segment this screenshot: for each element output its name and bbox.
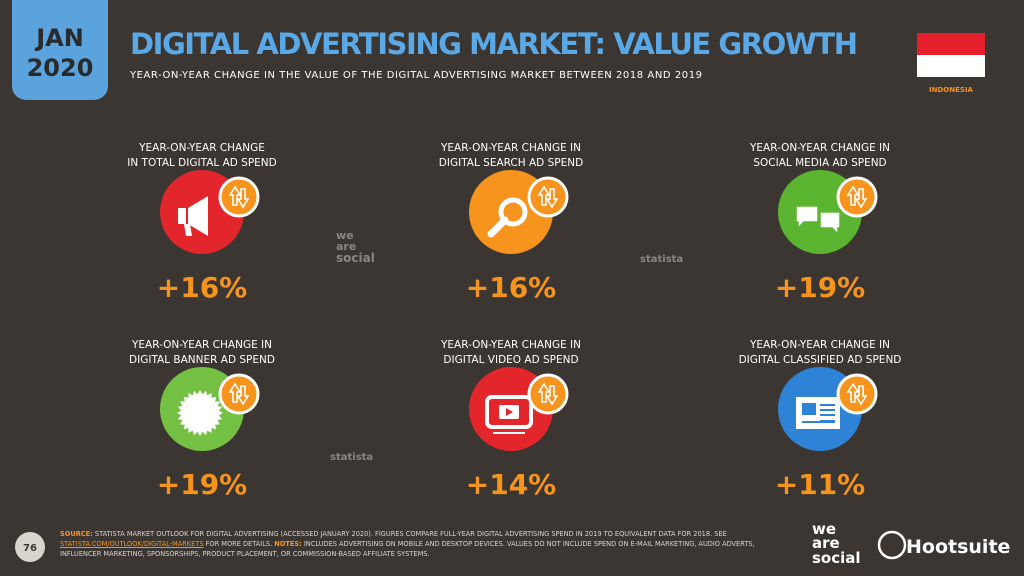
metric-label: YEAR-ON-YEAR CHANGE IN [131, 339, 272, 351]
change-arrows [537, 185, 559, 209]
page-number: 76 [23, 543, 37, 554]
change-arrows [228, 185, 250, 209]
source-label: SOURCE: [60, 530, 93, 538]
notes-text: INCLUDES ADVERTISING ON MOBILE AND DESKT… [60, 540, 755, 558]
metric-value: +11% [775, 468, 865, 501]
source-link[interactable]: STATISTA.COM/OUTLOOK/DIGITAL-MARKETS [60, 540, 204, 548]
metric-card: YEAR-ON-YEAR CHANGE IN TOTAL DIGITAL AD S… [127, 142, 277, 304]
metric-card: YEAR-ON-YEAR CHANGE IN DIGITAL VIDEO AD S… [440, 339, 581, 501]
metric-label: DIGITAL BANNER AD SPEND [129, 354, 275, 366]
change-badge [836, 176, 878, 218]
icon [487, 216, 509, 238]
icon [802, 403, 816, 415]
hootsuite-logo [877, 530, 907, 560]
brand-text: are [812, 534, 840, 552]
date-badge [12, 0, 108, 100]
metric-value: +14% [466, 468, 556, 501]
change-arrows [846, 382, 868, 406]
flag-white [917, 55, 985, 77]
metric-label: YEAR-ON-YEAR CHANGE IN [749, 339, 890, 351]
change-badge [836, 373, 878, 415]
metric-label: DIGITAL SEARCH AD SPEND [439, 157, 583, 169]
watermark-text: social [336, 251, 375, 265]
flag-red [917, 33, 985, 55]
metric-value: +19% [775, 271, 865, 304]
badge-month: JAN [34, 24, 84, 52]
icon [177, 390, 223, 436]
country: INDONESIA [929, 86, 974, 94]
metric-card: YEAR-ON-YEAR CHANGE IN DIGITAL CLASSIFIED… [739, 339, 902, 501]
metric-label: YEAR-ON-YEAR CHANGE IN [749, 142, 890, 154]
change-badge [527, 373, 569, 415]
metric-label: YEAR-ON-YEAR CHANGE IN [440, 142, 581, 154]
metric-label: YEAR-ON-YEAR CHANGE IN [440, 339, 581, 351]
metric-card: YEAR-ON-YEAR CHANGE IN SOCIAL MEDIA AD SP… [749, 142, 890, 304]
metric-value: +19% [157, 468, 247, 501]
change-badge [527, 176, 569, 218]
watermark-text: we [336, 229, 354, 242]
title: DIGITAL ADVERTISING MARKET: VALUE GROWTH [130, 27, 858, 61]
source-tail: FOR MORE DETAILS. [203, 540, 275, 548]
metric-value: +16% [157, 271, 247, 304]
metric-label: DIGITAL VIDEO AD SPEND [443, 354, 578, 366]
change-badge [218, 373, 260, 415]
icon [178, 196, 208, 236]
icon [498, 197, 528, 227]
source-text: STATISTA MARKET OUTLOOK FOR DIGITAL ADVE… [92, 530, 727, 538]
change-arrows [846, 185, 868, 209]
watermark-text: statista [640, 254, 683, 265]
metric-value: +16% [466, 271, 556, 304]
change-badge [218, 176, 260, 218]
change-arrows [537, 382, 559, 406]
watermark-text: are [336, 240, 356, 253]
metric-label: IN TOTAL DIGITAL AD SPEND [127, 157, 277, 169]
brand-text: social [812, 549, 861, 567]
metric-label: DIGITAL CLASSIFIED AD SPEND [739, 354, 902, 366]
brand-was: we are social [812, 520, 861, 567]
metric-card: YEAR-ON-YEAR CHANGE IN DIGITAL BANNER AD … [129, 339, 275, 501]
metric-label: SOCIAL MEDIA AD SPEND [753, 157, 886, 169]
brand-text: we [812, 520, 836, 538]
icon [485, 395, 533, 429]
icon [506, 408, 513, 416]
badge-year: 2020 [27, 54, 94, 82]
metric-label: YEAR-ON-YEAR CHANGE [138, 142, 265, 154]
change-arrows [228, 382, 250, 406]
footnote: SOURCE: STATISTA MARKET OUTLOOK FOR DIGI… [60, 529, 790, 559]
notes-label: NOTES: [274, 540, 302, 548]
page-circle [15, 532, 45, 562]
watermark: we are social statista statista [330, 229, 683, 463]
brand-hootsuite: Hootsuite [906, 536, 1010, 558]
metric-card: YEAR-ON-YEAR CHANGE IN DIGITAL SEARCH AD … [439, 142, 583, 304]
icon [795, 205, 841, 236]
subtitle: YEAR-ON-YEAR CHANGE IN THE VALUE OF THE … [129, 70, 702, 81]
watermark-text: statista [330, 452, 373, 463]
